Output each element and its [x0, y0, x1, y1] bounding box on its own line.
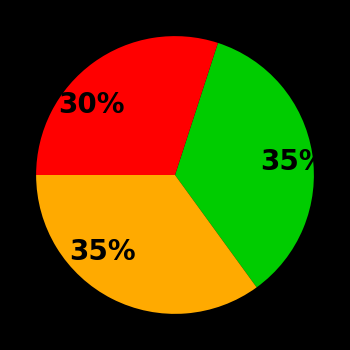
Text: 35%: 35% — [260, 148, 327, 176]
Text: 35%: 35% — [69, 238, 136, 266]
Wedge shape — [36, 175, 257, 314]
Wedge shape — [36, 36, 218, 175]
Wedge shape — [175, 43, 314, 287]
Text: 30%: 30% — [58, 91, 124, 119]
